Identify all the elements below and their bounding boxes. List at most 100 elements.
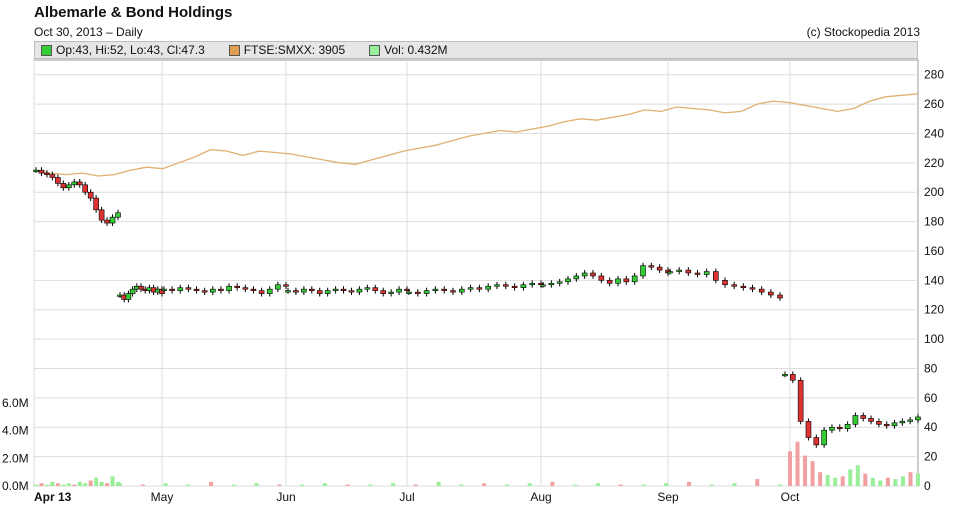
- legend-item-volume: Vol: 0.432M: [369, 43, 448, 57]
- candle-body: [844, 424, 851, 430]
- copyright-note: (c) Stockopedia 2013: [806, 25, 920, 39]
- candle-body: [731, 284, 737, 287]
- y-tick-label: 140: [924, 273, 944, 287]
- candle-body: [66, 184, 72, 189]
- candle-body: [821, 429, 827, 446]
- volume-bar: [99, 481, 104, 486]
- candle-body: [758, 288, 765, 293]
- volume-bar: [732, 483, 737, 486]
- candle-body: [805, 421, 812, 438]
- candle-body: [598, 275, 605, 281]
- candle-body: [356, 288, 363, 293]
- volume-bar: [61, 484, 66, 486]
- volume-bar: [803, 455, 808, 486]
- candle-body: [485, 285, 492, 290]
- candle-body: [258, 290, 265, 294]
- candle-body: [388, 291, 394, 294]
- volume-bar: [88, 480, 93, 486]
- legend-swatch-ohlc: [41, 44, 52, 56]
- y-tick-label: 260: [924, 97, 944, 111]
- y-tick-label: 20: [924, 450, 938, 464]
- candle-body: [915, 416, 921, 421]
- candle-body: [907, 419, 913, 422]
- volume-bar: [163, 483, 168, 486]
- y-tick-label: 0: [924, 479, 931, 493]
- candle-body: [177, 287, 184, 291]
- volume-bar: [231, 484, 236, 486]
- candle-body: [414, 291, 421, 294]
- legend-item-index: FTSE:SMXX: 3905: [228, 43, 345, 57]
- candle-body: [129, 288, 136, 294]
- volume-bar: [254, 483, 259, 486]
- volume-bar: [863, 473, 868, 486]
- candle-body: [476, 287, 483, 290]
- index-series-line: [33, 93, 919, 177]
- candle-body: [71, 181, 78, 186]
- volume-bar: [94, 477, 99, 486]
- candle-body: [529, 282, 536, 286]
- legend-bar: Op:43, Hi:52, Lo:43, Cl:47.3 FTSE:SMXX: …: [34, 41, 918, 59]
- volume-bar: [44, 484, 49, 486]
- candle-body: [813, 437, 820, 446]
- y-tick-label: 80: [924, 361, 938, 375]
- candle-body: [324, 290, 331, 294]
- candle-body: [250, 288, 257, 291]
- volume-bar: [504, 484, 509, 486]
- candle-body: [467, 287, 474, 290]
- legend-swatch-index: [228, 44, 240, 56]
- volume-bar: [848, 469, 853, 486]
- volume-bar: [186, 484, 191, 486]
- candle-body: [396, 288, 402, 293]
- candle-body: [55, 177, 61, 184]
- volume-bar: [686, 481, 691, 486]
- volume-bar: [300, 484, 305, 486]
- candle-body: [218, 288, 224, 291]
- candle-body: [432, 288, 439, 291]
- candle-body: [234, 285, 240, 289]
- candle-body: [573, 275, 580, 280]
- candle-body: [185, 287, 192, 290]
- candle-body: [581, 272, 588, 277]
- candle-body: [93, 197, 99, 211]
- legend-label-volume: Vol: 0.432M: [384, 43, 448, 57]
- candle-body: [340, 288, 347, 291]
- volume-bar: [893, 479, 898, 486]
- candle-body: [372, 287, 379, 291]
- candle-body: [640, 265, 646, 277]
- candle-body: [494, 284, 500, 287]
- legend-item-ohlc: Op:43, Hi:52, Lo:43, Cl:47.3: [41, 43, 205, 57]
- candle-body: [656, 266, 663, 271]
- candle-body: [82, 184, 88, 193]
- candle-body: [169, 288, 175, 291]
- candle-body: [38, 169, 45, 174]
- y-tick-label: 180: [924, 215, 944, 229]
- candle-body: [98, 209, 105, 221]
- y-tick-label: 160: [924, 244, 944, 258]
- volume-bar: [778, 484, 782, 486]
- volume-bar: [413, 484, 418, 486]
- volume-bar: [83, 483, 88, 486]
- candle-body: [565, 278, 571, 283]
- volume-tick-label: 0.0M: [2, 479, 29, 493]
- candle-body: [860, 415, 867, 419]
- candle-body: [648, 265, 655, 268]
- candle-body: [606, 280, 613, 284]
- volume-bar: [118, 483, 122, 486]
- candle-body: [406, 291, 412, 294]
- volume-bar: [709, 484, 714, 486]
- candle-body: [502, 284, 509, 287]
- volume-bar: [641, 484, 646, 486]
- candle-body: [76, 181, 83, 186]
- candle-body: [161, 288, 167, 291]
- legend-label-ohlc: Op:43, Hi:52, Lo:43, Cl:47.3: [56, 43, 205, 57]
- candle-body: [138, 285, 144, 290]
- candle-body: [33, 169, 39, 172]
- candle-body: [556, 281, 563, 284]
- volume-bar: [810, 461, 815, 486]
- candle-body: [631, 275, 638, 283]
- volume-bar: [459, 484, 464, 486]
- candle-body: [458, 288, 465, 293]
- volume-bar: [345, 484, 350, 486]
- volume-bar: [436, 481, 441, 486]
